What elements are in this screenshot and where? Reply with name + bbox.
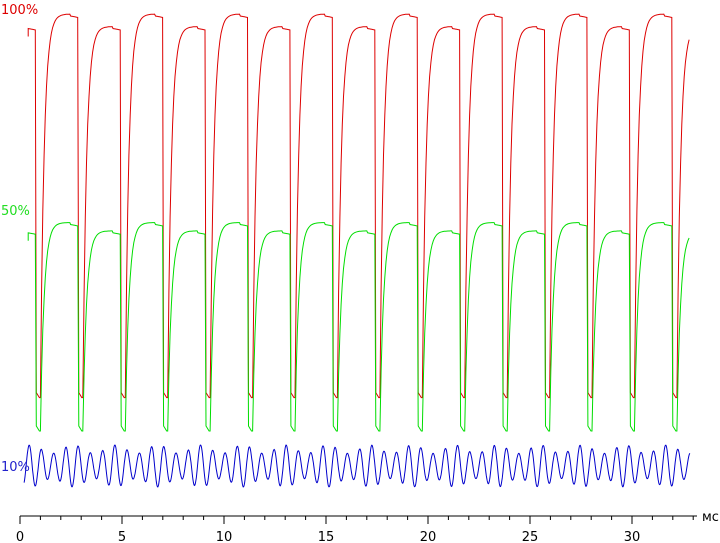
series-label-50: 50% [1,204,30,219]
series-layer [23,13,691,488]
x-tick-label: 10 [216,530,233,543]
x-tick-label: 30 [624,530,641,543]
x-tick-label: 15 [318,530,335,543]
series-line-10 [23,444,691,488]
series-labels: 100% 50% 10% [1,3,38,475]
x-tick-label: 0 [16,530,24,543]
x-axis-unit-label: мс [702,510,719,525]
series-label-100: 100% [1,3,38,18]
x-tick-label: 5 [118,530,126,543]
x-tick-label: 20 [420,530,437,543]
series-label-10: 10% [1,460,30,475]
x-axis: мс 0 5 10 15 20 25 30 [16,510,719,543]
series-line-50 [27,222,690,432]
x-tick-label: 25 [522,530,539,543]
series-line-100 [27,13,690,399]
